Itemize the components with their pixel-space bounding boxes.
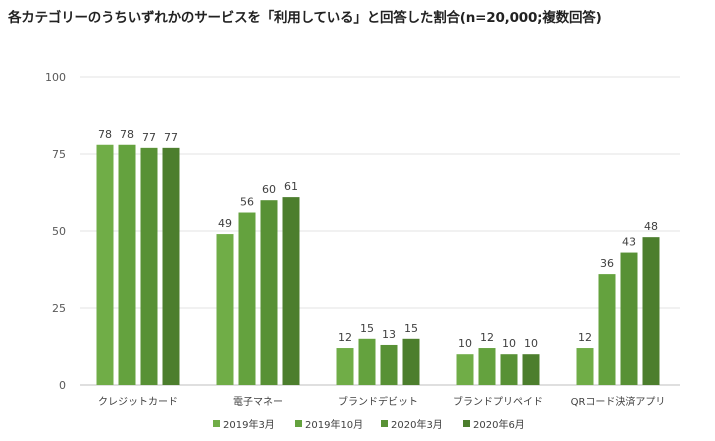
data-label: 78 — [120, 128, 134, 141]
x-axis-ticks: クレジットカード 電子マネー ブランドデビット ブランドプリペイド QRコード決済アプリ — [98, 395, 665, 408]
legend-label: 2019年10月 — [305, 418, 363, 431]
data-label: 15 — [404, 322, 418, 335]
bar — [380, 344, 398, 385]
data-label: 12 — [578, 331, 592, 344]
bar — [576, 348, 594, 385]
y-tick-label: 75 — [52, 148, 66, 161]
data-label: 48 — [644, 220, 658, 233]
bars — [96, 144, 660, 385]
legend-swatch — [213, 420, 220, 427]
data-label: 77 — [164, 131, 178, 144]
y-tick-label: 25 — [52, 302, 66, 315]
bar — [260, 200, 278, 385]
data-label: 36 — [600, 257, 614, 270]
bar — [500, 354, 518, 385]
legend: 2019年3月 2019年10月 2020年3月 2020年6月 — [213, 418, 525, 431]
y-tick-label: 50 — [52, 225, 66, 238]
data-label: 77 — [142, 131, 156, 144]
bar — [96, 144, 114, 385]
bar — [238, 212, 256, 385]
data-label: 15 — [360, 322, 374, 335]
bar — [336, 348, 354, 385]
y-tick-label: 0 — [59, 379, 66, 392]
data-labels: 78 78 77 77 49 56 60 61 12 15 13 15 10 12 10 10 12 36 43 48 — [98, 128, 658, 350]
data-label: 10 — [524, 337, 538, 350]
legend-label: 2019年3月 — [223, 418, 275, 431]
x-tick-label: QRコード決済アプリ — [571, 395, 666, 408]
bar — [402, 338, 420, 385]
data-label: 12 — [338, 331, 352, 344]
bar — [642, 237, 660, 385]
data-label: 10 — [502, 337, 516, 350]
bar — [478, 348, 496, 385]
bar — [620, 252, 638, 385]
bar — [282, 197, 300, 385]
bar — [456, 354, 474, 385]
y-tick-label: 100 — [45, 71, 66, 84]
data-label: 60 — [262, 183, 276, 196]
x-tick-label: クレジットカード — [98, 396, 178, 408]
bar — [522, 354, 540, 385]
data-label: 78 — [98, 128, 112, 141]
bar — [598, 274, 616, 385]
legend-swatch — [463, 420, 470, 427]
data-label: 43 — [622, 236, 636, 249]
legend-swatch — [381, 420, 388, 427]
bar — [358, 338, 376, 385]
data-label: 12 — [480, 331, 494, 344]
chart-title: 各カテゴリーのうちいずれかのサービスを「利用している」と回答した割合(n=20,… — [8, 10, 602, 26]
y-axis-ticks: 0 25 50 75 100 — [45, 71, 66, 392]
data-label: 49 — [218, 217, 232, 230]
data-label: 13 — [382, 328, 396, 341]
bar — [118, 144, 136, 385]
data-label: 56 — [240, 196, 254, 209]
bar — [216, 234, 234, 385]
legend-swatch — [295, 420, 302, 427]
bar — [162, 147, 180, 385]
x-tick-label: ブランドデビット — [338, 395, 418, 408]
data-label: 10 — [458, 337, 472, 350]
data-label: 61 — [284, 180, 298, 193]
legend-label: 2020年6月 — [473, 418, 525, 431]
bar — [140, 147, 158, 385]
legend-label: 2020年3月 — [391, 418, 443, 431]
x-tick-label: ブランドプリペイド — [453, 395, 543, 408]
x-tick-label: 電子マネー — [233, 396, 283, 408]
